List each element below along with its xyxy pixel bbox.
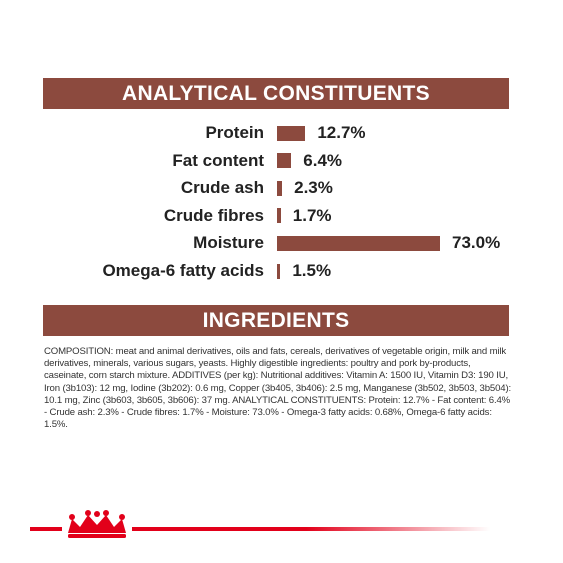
category-label: Omega-6 fatty acids (102, 261, 264, 280)
value-label: 2.3% (294, 178, 333, 198)
category-label: Crude fibres (163, 205, 264, 225)
category-label: Moisture (193, 233, 264, 253)
bar (277, 125, 306, 141)
section-header: ANALYTICAL CONSTITUENTS (43, 78, 509, 109)
value-label: 6.4% (303, 150, 343, 170)
value-label: 1.7% (292, 205, 332, 225)
section-header: INGREDIENTS (43, 305, 509, 336)
category-label: Crude ash (180, 178, 264, 198)
brand-footer (30, 510, 490, 538)
crown-logo (62, 510, 132, 538)
bar (277, 263, 281, 279)
category-label: Protein (205, 123, 264, 142)
bar (277, 180, 283, 196)
bar (277, 153, 292, 169)
brand-line (30, 527, 490, 531)
bar (277, 208, 281, 224)
ingredients-text: COMPOSITION: meat and animal derivatives… (44, 346, 512, 431)
bar (277, 235, 440, 251)
value-label: 12.7% (317, 123, 366, 142)
value-label: 73.0% (452, 233, 501, 253)
category-label: Fat content (172, 150, 264, 170)
value-label: 1.5% (292, 261, 332, 280)
